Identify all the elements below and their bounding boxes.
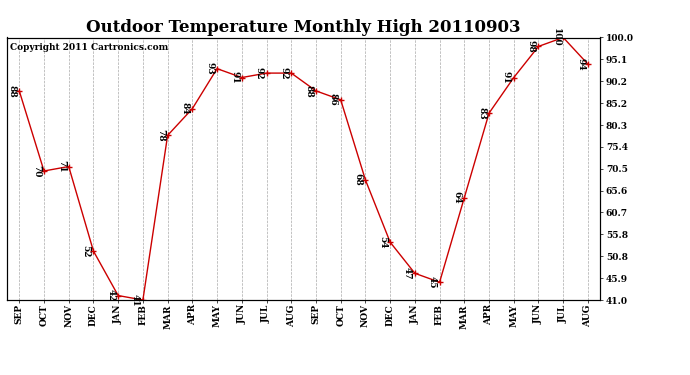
Text: Copyright 2011 Cartronics.com: Copyright 2011 Cartronics.com xyxy=(10,43,168,52)
Text: 54: 54 xyxy=(378,236,387,248)
Text: 45: 45 xyxy=(428,276,437,288)
Text: 92: 92 xyxy=(255,67,264,80)
Text: 70: 70 xyxy=(32,165,41,177)
Text: 68: 68 xyxy=(354,174,363,186)
Text: 64: 64 xyxy=(453,191,462,204)
Text: 83: 83 xyxy=(477,107,486,120)
Text: 93: 93 xyxy=(206,62,215,75)
Text: 71: 71 xyxy=(57,160,66,173)
Text: 91: 91 xyxy=(502,71,511,84)
Text: 42: 42 xyxy=(106,289,115,302)
Text: 78: 78 xyxy=(156,129,165,142)
Text: 41: 41 xyxy=(131,294,140,306)
Text: 52: 52 xyxy=(81,245,90,257)
Text: 98: 98 xyxy=(526,40,535,53)
Text: 47: 47 xyxy=(403,267,412,279)
Text: 91: 91 xyxy=(230,71,239,84)
Text: 84: 84 xyxy=(181,102,190,115)
Text: 88: 88 xyxy=(304,84,313,97)
Text: 88: 88 xyxy=(8,84,17,97)
Text: 92: 92 xyxy=(279,67,288,80)
Text: 100: 100 xyxy=(551,28,560,47)
Title: Outdoor Temperature Monthly High 20110903: Outdoor Temperature Monthly High 2011090… xyxy=(86,19,521,36)
Text: 94: 94 xyxy=(576,58,585,70)
Text: 86: 86 xyxy=(329,93,338,106)
